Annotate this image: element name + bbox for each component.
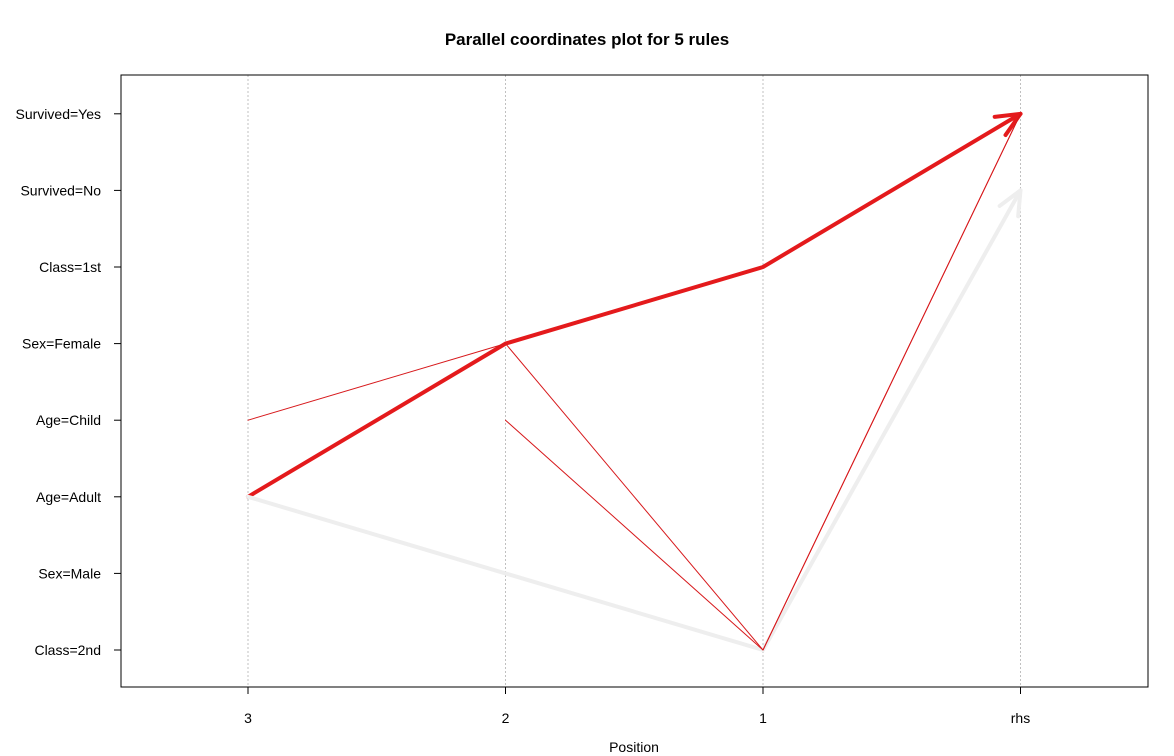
y-tick-label-class-1st: Class=1st <box>39 259 101 275</box>
rule-line-4 <box>505 113 1021 651</box>
rule-arrowhead-2 <box>997 188 1023 219</box>
plot-frame <box>120 74 1149 688</box>
grid-lines <box>247 75 1021 687</box>
rule-arrowhead-1 <box>992 111 1023 138</box>
rule-line-1 <box>246 111 1023 499</box>
y-tick-label-survived-no: Survived=No <box>20 182 101 198</box>
rule-4 <box>505 113 1021 651</box>
x-tick-label-1: 1 <box>759 710 767 726</box>
x-axis: 3 2 1 rhs <box>244 687 1030 726</box>
y-tick-label-sex-female: Sex=Female <box>22 336 101 352</box>
y-tick-label-survived-yes: Survived=Yes <box>16 106 101 122</box>
rule-line-2 <box>246 188 1023 652</box>
y-axis: Class=2nd Sex=Male Age=Adult Age=Child Sex=F… <box>16 106 121 658</box>
x-tick-label-rhs: rhs <box>1011 710 1030 726</box>
y-tick-label-sex-male: Sex=Male <box>38 565 101 581</box>
rule-2 <box>246 188 1023 652</box>
rule-lines <box>246 111 1023 652</box>
chart-title: Parallel coordinates plot for 5 rules <box>445 30 729 49</box>
rule-1 <box>246 111 1023 499</box>
x-axis-label: Position <box>609 739 659 755</box>
y-tick-label-age-child: Age=Child <box>36 412 101 428</box>
x-tick-label-2: 2 <box>502 710 510 726</box>
y-tick-label-age-adult: Age=Adult <box>36 489 101 505</box>
rule-line-3 <box>247 113 1021 651</box>
y-tick-label-class-2nd: Class=2nd <box>34 642 101 658</box>
x-tick-label-3: 3 <box>244 710 252 726</box>
rule-3 <box>247 113 1021 651</box>
